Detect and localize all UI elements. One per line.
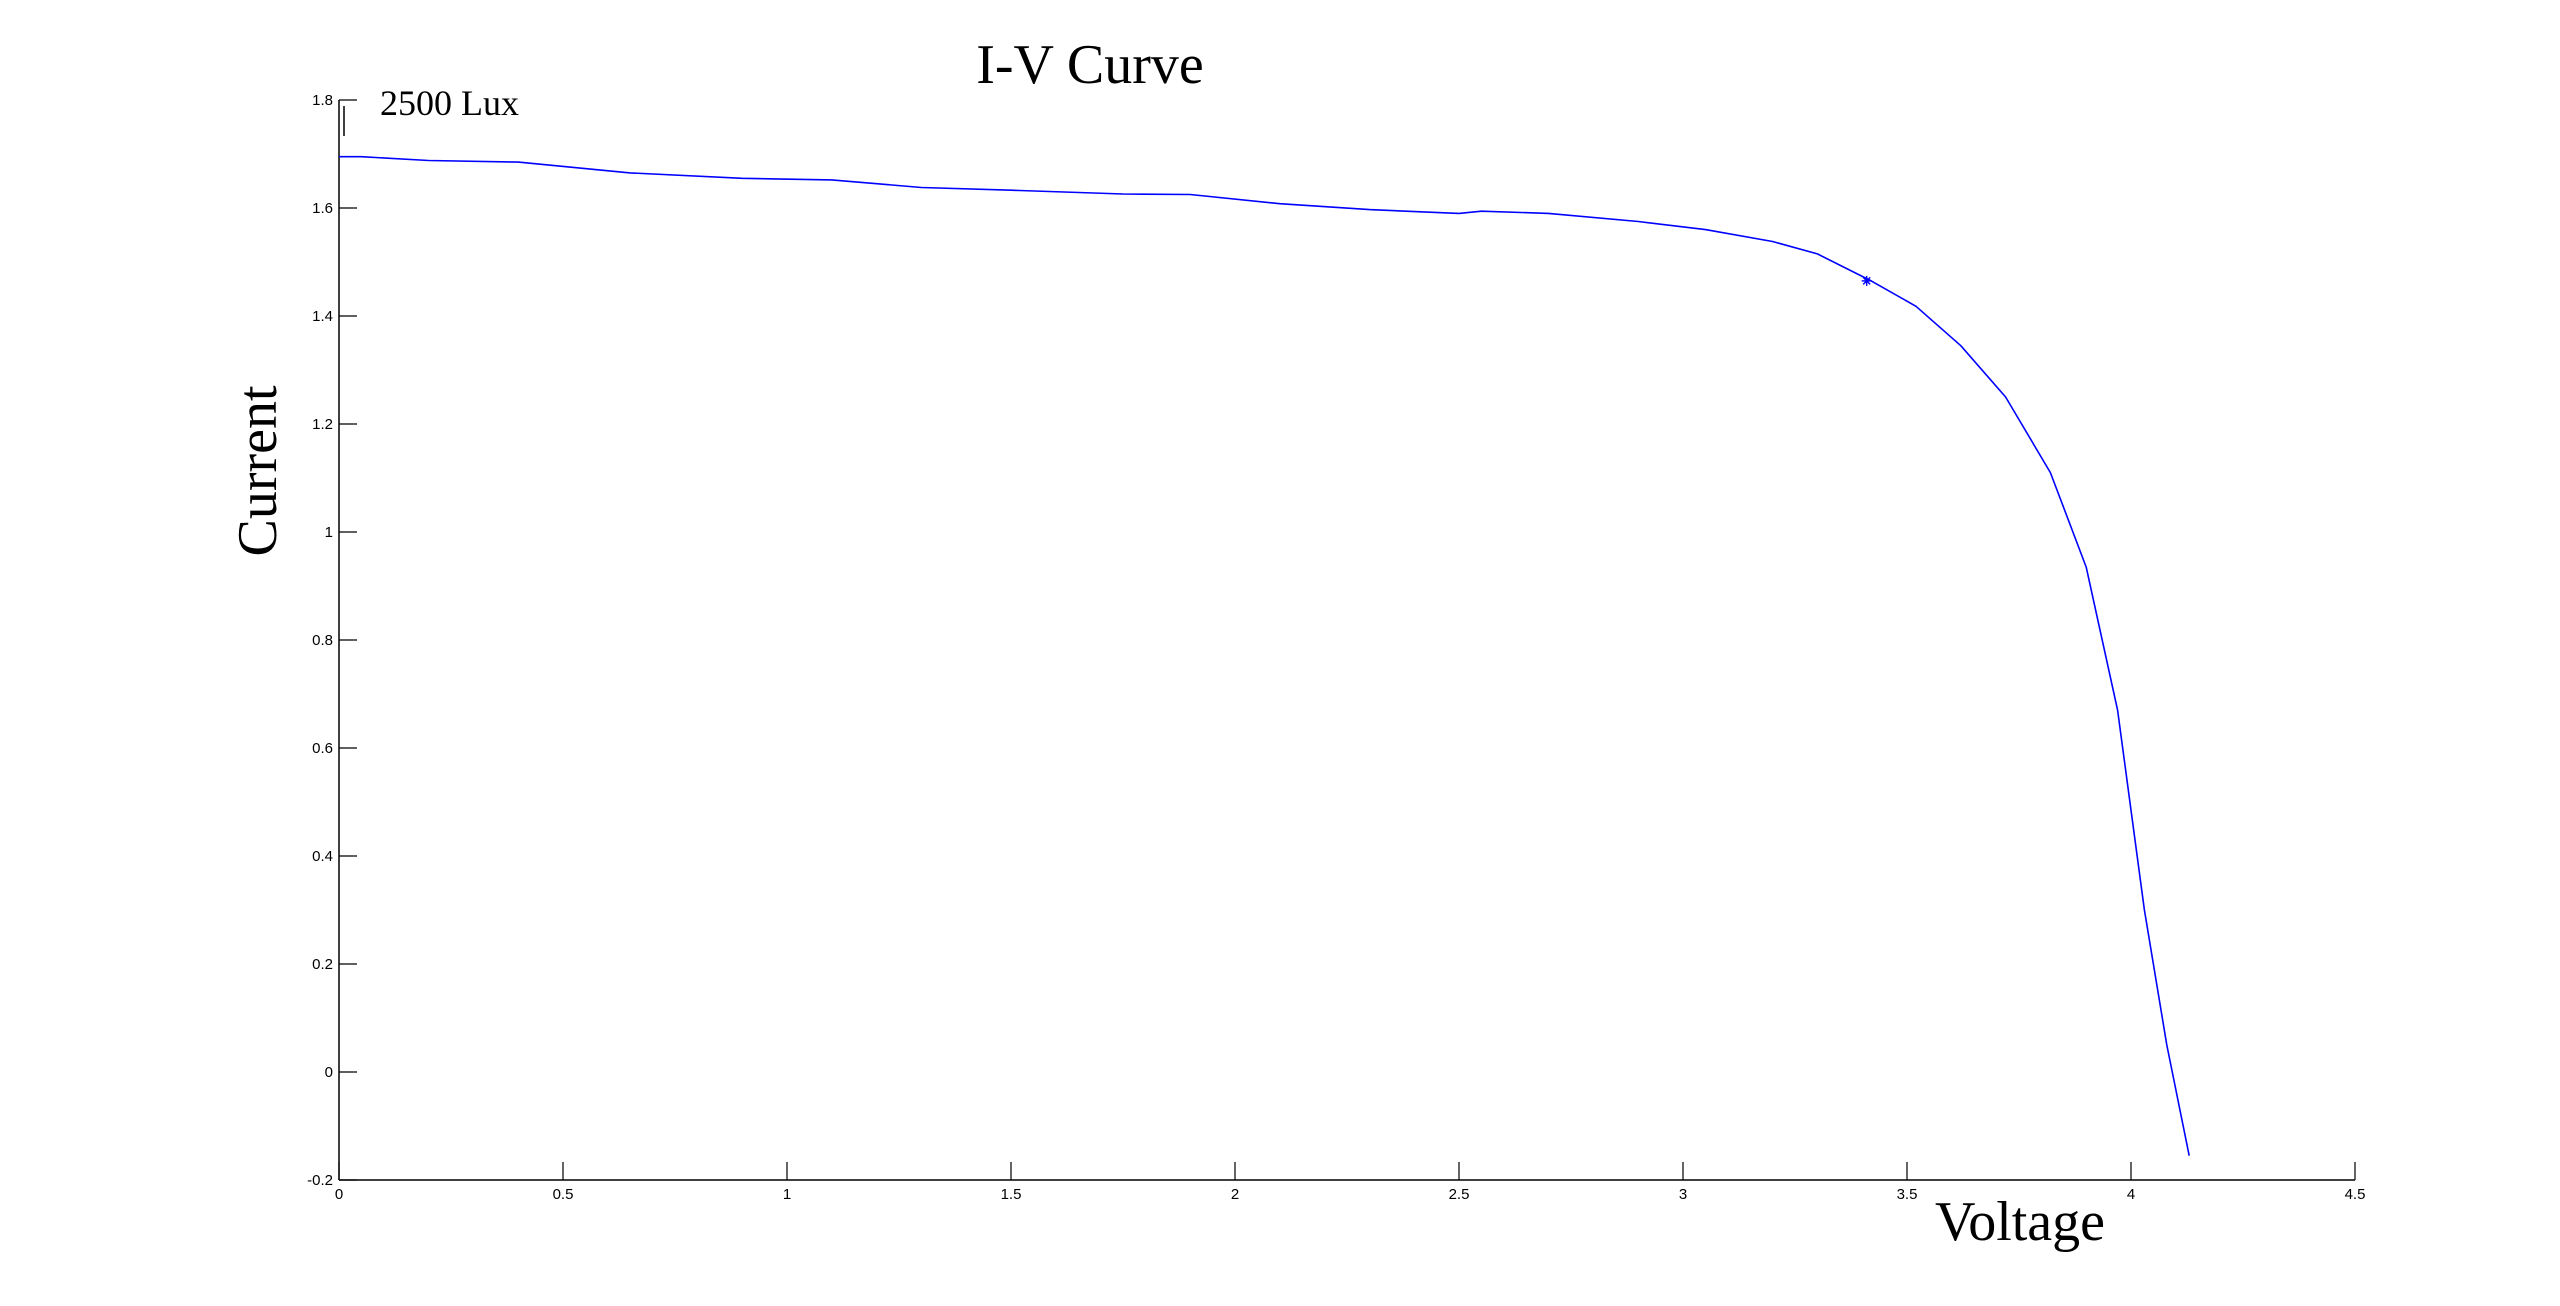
- y-tick-label: 0: [325, 1064, 333, 1081]
- y-axis-label: Current: [227, 385, 289, 557]
- y-tick-label: 1.8: [312, 92, 333, 109]
- x-tick-label: 4: [2127, 1186, 2135, 1203]
- lux-annotation: 2500 Lux: [380, 83, 519, 123]
- x-axis-label: Voltage: [1935, 1191, 2105, 1253]
- x-tick-label: 3.5: [1897, 1186, 1918, 1203]
- y-tick-label: 0.4: [312, 848, 333, 865]
- y-tick-label: 1: [325, 524, 333, 541]
- y-tick-label: 0.8: [312, 632, 333, 649]
- x-tick-label: 1.5: [1001, 1186, 1022, 1203]
- x-ticks: 0 0.5 1 1.5 2 2.5 3 3.5 4 4.5: [335, 1162, 2366, 1203]
- iv-series-line: [339, 155, 2190, 1156]
- x-tick-label: 4.5: [2345, 1186, 2366, 1203]
- x-tick-label: 0.5: [553, 1186, 574, 1203]
- y-tick-label: 1.4: [312, 308, 333, 325]
- plot-area: [339, 155, 2190, 1156]
- chart-title: I-V Curve: [976, 34, 1204, 96]
- x-tick-label: 3: [1679, 1186, 1687, 1203]
- x-tick-label: 0: [335, 1186, 343, 1203]
- x-tick-label: 1: [783, 1186, 791, 1203]
- y-ticks: -0.2 0 0.2 0.4 0.6 0.8 1 1.2 1.4 1.6 1.8: [307, 92, 357, 1189]
- x-tick-label: 2.5: [1449, 1186, 1470, 1203]
- y-tick-label: 1.2: [312, 416, 333, 433]
- y-tick-label: 1.6: [312, 200, 333, 217]
- max-power-point-marker: [1861, 275, 1872, 286]
- x-tick-label: 2: [1231, 1186, 1239, 1203]
- y-tick-label: 0.6: [312, 740, 333, 757]
- y-tick-label: -0.2: [307, 1172, 333, 1189]
- y-tick-label: 0.2: [312, 956, 333, 973]
